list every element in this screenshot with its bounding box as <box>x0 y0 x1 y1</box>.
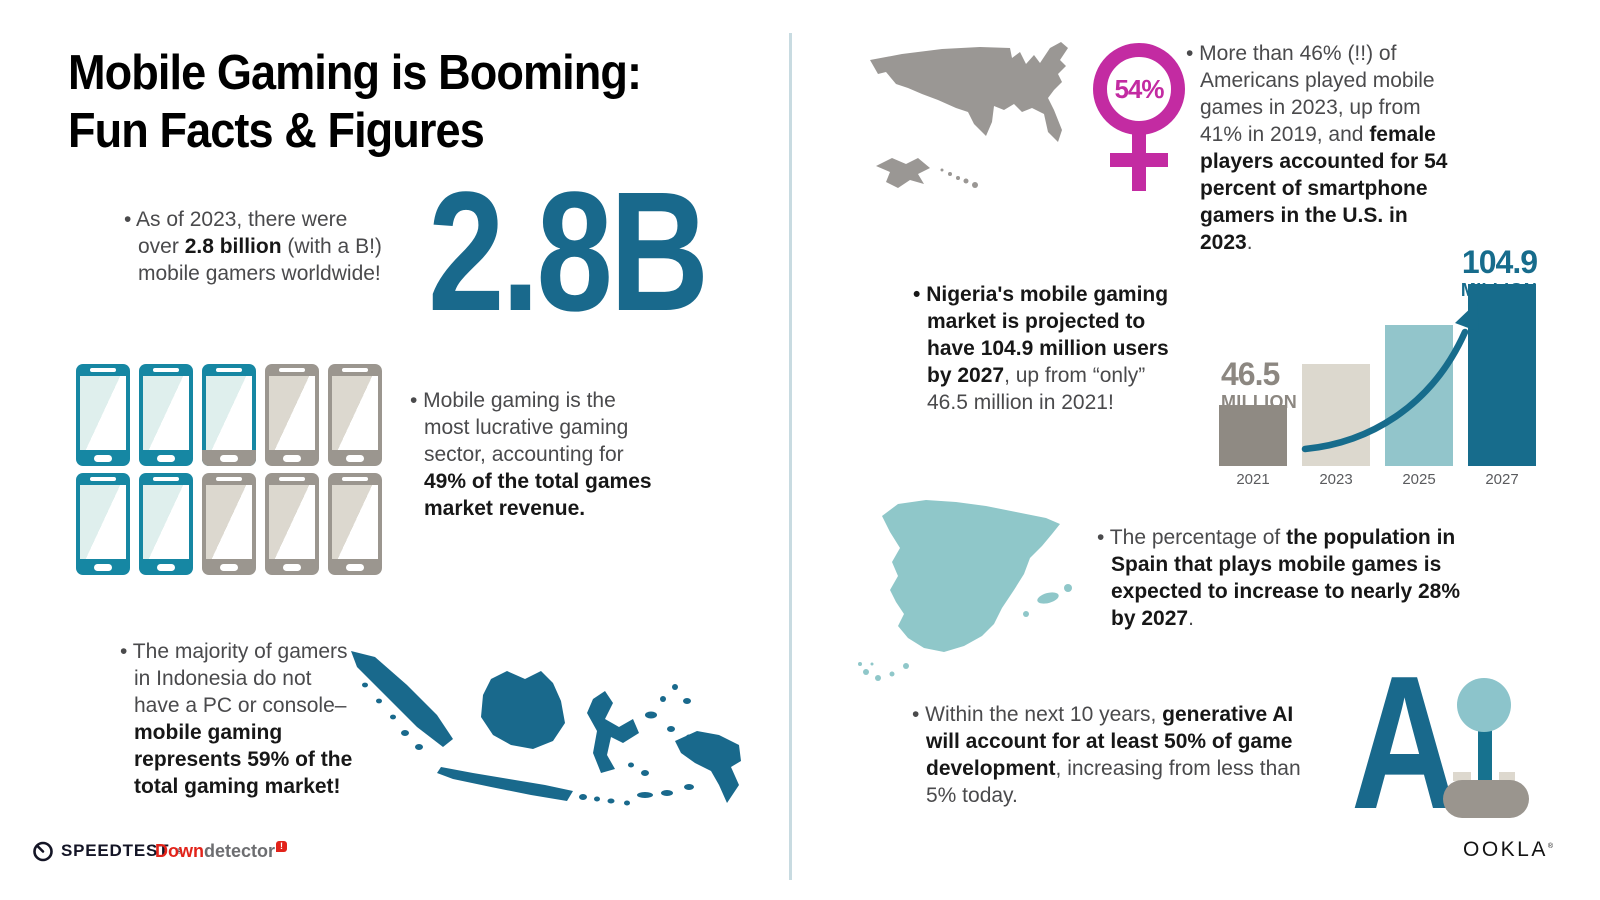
phone-icon <box>328 473 382 575</box>
fact-nigeria: • Nigeria's mobile gaming market is proj… <box>913 283 1169 414</box>
ai-joystick-graphic: A <box>1351 648 1540 838</box>
ookla-logo: OOKLA® <box>1463 838 1556 862</box>
big-number-2-8b: 2.8B <box>428 157 709 347</box>
letter-a: A <box>1351 637 1459 849</box>
downdetector-exclamation-icon: ! <box>276 841 288 852</box>
x-tick-label-2025: 2025 <box>1402 471 1436 488</box>
phone-speaker <box>342 477 368 481</box>
phone-home <box>157 455 175 462</box>
phone-home <box>94 564 112 571</box>
x-tick-label-2023: 2023 <box>1319 471 1353 488</box>
phone-icon <box>265 473 319 575</box>
phone-home <box>94 455 112 462</box>
nigeria-users-bar-chart: 46.5 MILLION 104.9 MILLION 2021202320252… <box>1219 246 1538 488</box>
phone-speaker <box>153 368 179 372</box>
phone-speaker <box>216 477 242 481</box>
bar-2025 <box>1385 325 1453 466</box>
page-title-line1: Mobile Gaming is Booming: <box>68 46 642 100</box>
ookla-reg-mark: ® <box>1547 843 1556 850</box>
fact-us-players: • More than 46% (!!) of Americans played… <box>1186 42 1448 254</box>
phone-screen <box>80 376 126 450</box>
phone-screen <box>332 376 378 450</box>
phone-home <box>220 564 238 571</box>
chart-bars <box>1219 284 1536 466</box>
joystick-ball-icon <box>1457 678 1511 732</box>
phone-screen <box>206 485 252 559</box>
female-symbol-crossbar <box>1110 153 1168 167</box>
phone-icon <box>265 364 319 466</box>
ookla-wordmark: OOKLA <box>1463 838 1548 861</box>
female-symbol-icon: 54% <box>1093 43 1185 193</box>
divider <box>789 33 792 880</box>
phone-screen <box>80 485 126 559</box>
phone-icons-grid <box>76 364 382 575</box>
phone-home <box>283 564 301 571</box>
phone-icon <box>202 473 256 575</box>
x-tick-label-2027: 2027 <box>1485 471 1519 488</box>
phone-icon <box>139 473 193 575</box>
downdetector-logo: Downdetector! <box>155 841 288 862</box>
phone-speaker <box>90 477 116 481</box>
indonesia-map-icon <box>351 651 741 806</box>
fact-spain: • The percentage of the population in Sp… <box>1097 526 1460 630</box>
joystick-button-icon <box>1499 772 1515 781</box>
joystick-stick-icon <box>1478 722 1492 788</box>
page-title-line2: Fun Facts & Figures <box>68 104 485 158</box>
phone-icon <box>139 364 193 466</box>
spain-map-icon <box>858 500 1072 681</box>
phone-speaker <box>90 368 116 372</box>
downdetector-wordmark-detector: detector <box>204 841 276 861</box>
female-stat-value: 54% <box>1114 73 1164 104</box>
bar-2021 <box>1219 405 1287 466</box>
bar-2023 <box>1302 364 1370 466</box>
phone-screen <box>143 485 189 559</box>
chart-x-axis: 2021 2023 2025 2027 <box>1219 471 1536 488</box>
usa-map-icon <box>870 42 1068 188</box>
speedtest-gauge-icon <box>33 841 53 862</box>
page-title: Mobile Gaming is Booming: Fun Facts & Fi… <box>68 44 642 160</box>
phone-speaker <box>279 477 305 481</box>
fact-generative-ai: • Within the next 10 years, generative A… <box>912 703 1301 807</box>
speedtest-logo: SPEEDTEST ® <box>32 840 182 862</box>
x-tick-label-2021: 2021 <box>1236 471 1270 488</box>
phone-home <box>346 455 364 462</box>
speedtest-wordmark: SPEEDTEST <box>61 841 170 860</box>
fact-revenue-share: • Mobile gaming is the most lucrative ga… <box>410 389 652 520</box>
phone-screen <box>332 485 378 559</box>
phone-home <box>220 455 238 462</box>
phone-speaker <box>342 368 368 372</box>
phone-screen <box>269 376 315 450</box>
phone-speaker <box>279 368 305 372</box>
phone-screen <box>143 376 189 450</box>
phone-icon <box>76 364 130 466</box>
phone-home <box>346 564 364 571</box>
fact-indonesia: • The majority of gamers in Indonesia do… <box>120 640 353 798</box>
female-stat-badge: 54% <box>1093 43 1185 135</box>
downdetector-wordmark-down: Down <box>155 841 204 861</box>
phone-screen <box>206 376 252 450</box>
fact-gamers-worldwide: • As of 2023, there were over 2.8 billio… <box>124 208 382 285</box>
phone-icon <box>76 473 130 575</box>
phone-speaker <box>216 368 242 372</box>
speedtest-reg-mark: ® <box>176 846 183 856</box>
phone-speaker <box>153 477 179 481</box>
joystick-base-icon <box>1443 780 1529 818</box>
phone-home <box>283 455 301 462</box>
bar-2027 <box>1468 284 1536 466</box>
phone-icon <box>202 364 256 466</box>
phone-screen <box>269 485 315 559</box>
phone-icon <box>328 364 382 466</box>
phone-home <box>157 564 175 571</box>
joystick-button-icon <box>1453 772 1471 781</box>
